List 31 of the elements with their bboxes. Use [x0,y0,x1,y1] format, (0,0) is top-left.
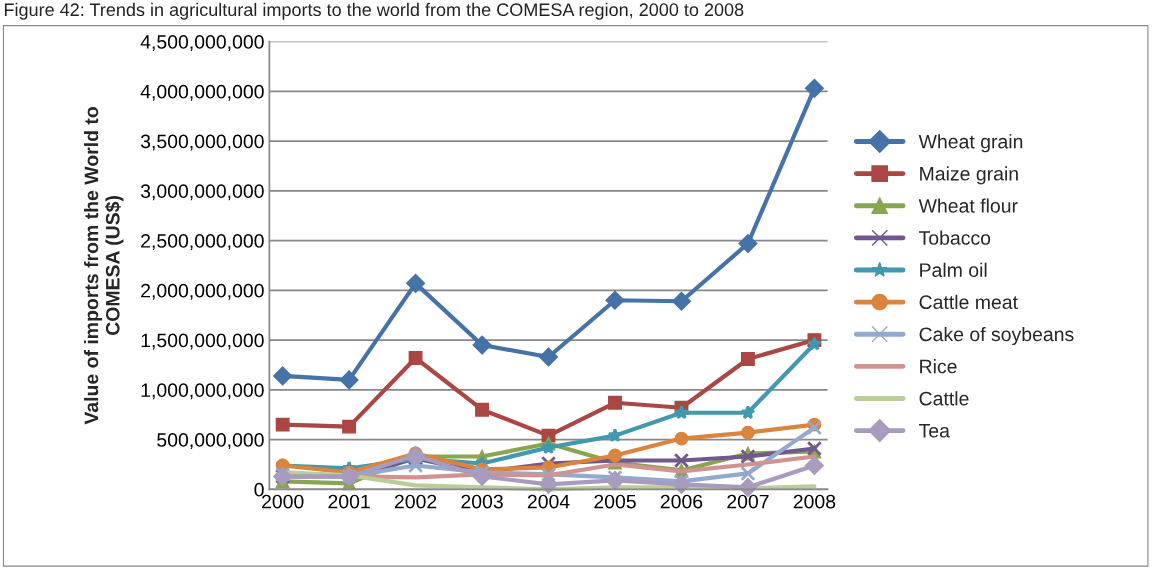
y-tick-label: 3,500,000,000 [140,134,264,151]
x-tick-label: 2005 [594,494,636,509]
y-tick-label: 2,000,000,000 [141,283,264,300]
y-axis-title: Value of imports from the World to COMESA (US$) [84,107,124,425]
chart-title: Figure 42: Trends in agricultural imports to the world from the COMESA region, 2000 to 2008 [4,2,744,20]
y-tick-label: 0 [254,482,264,497]
x-tick-label: 2008 [793,494,836,509]
y-tick-label: 1,500,000,000 [141,333,264,350]
legend-label: Cattle [919,391,969,406]
y-tick-label: 2,500,000,000 [141,234,264,251]
x-tick-label: 2002 [394,494,437,509]
x-tick-label: 2000 [261,494,304,509]
x-tick-label: 2004 [527,494,570,509]
legend-label: Wheat flour [918,198,1018,213]
legend-label: Palm oil [920,262,987,277]
y-tick-label: 3,000,000,000 [140,184,264,201]
y-tick-label: 4,500,000,000 [140,35,264,52]
legend-label: Cattle meat [919,294,1018,310]
legend-label: Cake of soybeans [919,326,1074,346]
y-tick-label: 500,000,000 [157,433,264,450]
x-tick-label: 2007 [727,494,769,509]
y-tick-label: 4,000,000,000 [140,84,264,101]
legend-label: Tobacco [919,230,991,245]
legend-label: Wheat grain [918,134,1023,153]
legend-label: Maize grain [920,166,1018,185]
y-tick-label: 1,000,000,000 [141,383,264,400]
legend-label: Rice [920,359,957,374]
x-tick-label: 2003 [461,494,503,509]
x-tick-label: 2001 [328,494,370,509]
legend-label: Tea [919,424,950,438]
x-tick-label: 2006 [660,494,703,509]
